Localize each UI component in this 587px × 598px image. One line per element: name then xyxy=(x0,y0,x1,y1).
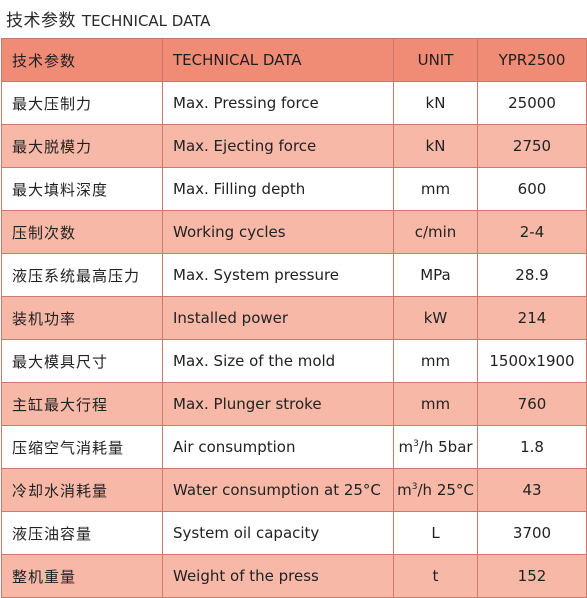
param-unit: mm xyxy=(393,382,478,426)
param-unit: m3/h 25°C xyxy=(393,468,478,512)
param-name-en: Max. Filling depth xyxy=(162,167,394,211)
param-unit: c/min xyxy=(393,210,478,254)
param-value: 25000 xyxy=(477,81,587,125)
page-title: 技术参数 TECHNICAL DATA xyxy=(6,6,210,31)
table-row: 最大填料深度 Max. Filling depth mm 600 xyxy=(1,167,587,211)
param-value: 3700 xyxy=(477,511,587,555)
param-name-en: Installed power xyxy=(162,296,394,340)
table-row: 最大压制力 Max. Pressing force kN 25000 xyxy=(1,81,587,125)
param-unit: MPa xyxy=(393,253,478,297)
unit-rest: /h 5bar xyxy=(418,438,473,456)
param-unit: L xyxy=(393,511,478,555)
param-name-cn: 最大模具尺寸 xyxy=(1,339,163,383)
param-unit: kW xyxy=(393,296,478,340)
param-name-en: Max. Plunger stroke xyxy=(162,382,394,426)
param-unit: mm xyxy=(393,339,478,383)
table-row: 整机重量 Weight of the press t 152 xyxy=(1,554,587,598)
param-name-cn: 液压油容量 xyxy=(1,511,163,555)
param-name-en: Max. Pressing force xyxy=(162,81,394,125)
param-name-en: Max. Size of the mold xyxy=(162,339,394,383)
table-row: 最大模具尺寸 Max. Size of the mold mm 1500x1900 xyxy=(1,339,587,383)
param-name-cn: 整机重量 xyxy=(1,554,163,598)
table-header-row: 技术参数 TECHNICAL DATA UNIT YPR2500 xyxy=(1,38,587,82)
param-name-cn: 最大脱模力 xyxy=(1,124,163,168)
table-row: 装机功率 Installed power kW 214 xyxy=(1,296,587,340)
param-name-cn: 冷却水消耗量 xyxy=(1,468,163,512)
param-value: 760 xyxy=(477,382,587,426)
header-model: YPR2500 xyxy=(477,38,587,82)
unit-base: m xyxy=(398,438,414,456)
param-value: 1.8 xyxy=(477,425,587,469)
unit-rest: /h 25°C xyxy=(417,481,474,499)
param-name-cn: 压缩空气消耗量 xyxy=(1,425,163,469)
param-value: 2750 xyxy=(477,124,587,168)
param-name-cn: 压制次数 xyxy=(1,210,163,254)
title-en: TECHNICAL DATA xyxy=(81,12,211,30)
param-name-en: Water consumption at 25°C xyxy=(162,468,394,512)
table-row: 液压系统最高压力 Max. System pressure MPa 28.9 xyxy=(1,253,587,297)
param-name-cn: 主缸最大行程 xyxy=(1,382,163,426)
param-value: 28.9 xyxy=(477,253,587,297)
param-value: 2-4 xyxy=(477,210,587,254)
param-name-cn: 最大填料深度 xyxy=(1,167,163,211)
param-name-cn: 装机功率 xyxy=(1,296,163,340)
param-value: 1500x1900 xyxy=(477,339,587,383)
param-unit: kN xyxy=(393,124,478,168)
param-name-cn: 液压系统最高压力 xyxy=(1,253,163,297)
param-value: 43 xyxy=(477,468,587,512)
unit-base: m xyxy=(397,481,412,499)
technical-data-table: 技术参数 TECHNICAL DATA UNIT YPR2500 最大压制力 Ma… xyxy=(1,38,587,598)
param-name-en: Working cycles xyxy=(162,210,394,254)
table-row: 主缸最大行程 Max. Plunger stroke mm 760 xyxy=(1,382,587,426)
param-value: 152 xyxy=(477,554,587,598)
header-unit: UNIT xyxy=(393,38,478,82)
param-name-en: Weight of the press xyxy=(162,554,394,598)
param-name-en: System oil capacity xyxy=(162,511,394,555)
param-value: 600 xyxy=(477,167,587,211)
header-cn: 技术参数 xyxy=(1,38,163,82)
table-row: 压制次数 Working cycles c/min 2-4 xyxy=(1,210,587,254)
unit-superscript: 3 xyxy=(411,482,418,492)
param-unit: mm xyxy=(393,167,478,211)
param-unit: t xyxy=(393,554,478,598)
param-unit: kN xyxy=(393,81,478,125)
param-name-en: Air consumption xyxy=(162,425,394,469)
header-en: TECHNICAL DATA xyxy=(162,38,394,82)
param-value: 214 xyxy=(477,296,587,340)
param-name-cn: 最大压制力 xyxy=(1,81,163,125)
param-name-en: Max. Ejecting force xyxy=(162,124,394,168)
unit-superscript: 3 xyxy=(413,439,419,449)
title-cn: 技术参数 xyxy=(6,11,76,31)
table-row: 冷却水消耗量 Water consumption at 25°C m3/h 25°C… xyxy=(1,468,587,512)
param-unit: m3/h 5bar xyxy=(393,425,478,469)
table-row: 压缩空气消耗量 Air consumption m3/h 5bar 1.8 xyxy=(1,425,587,469)
param-name-en: Max. System pressure xyxy=(162,253,394,297)
table-row: 液压油容量 System oil capacity L 3700 xyxy=(1,511,587,555)
table-row: 最大脱模力 Max. Ejecting force kN 2750 xyxy=(1,124,587,168)
